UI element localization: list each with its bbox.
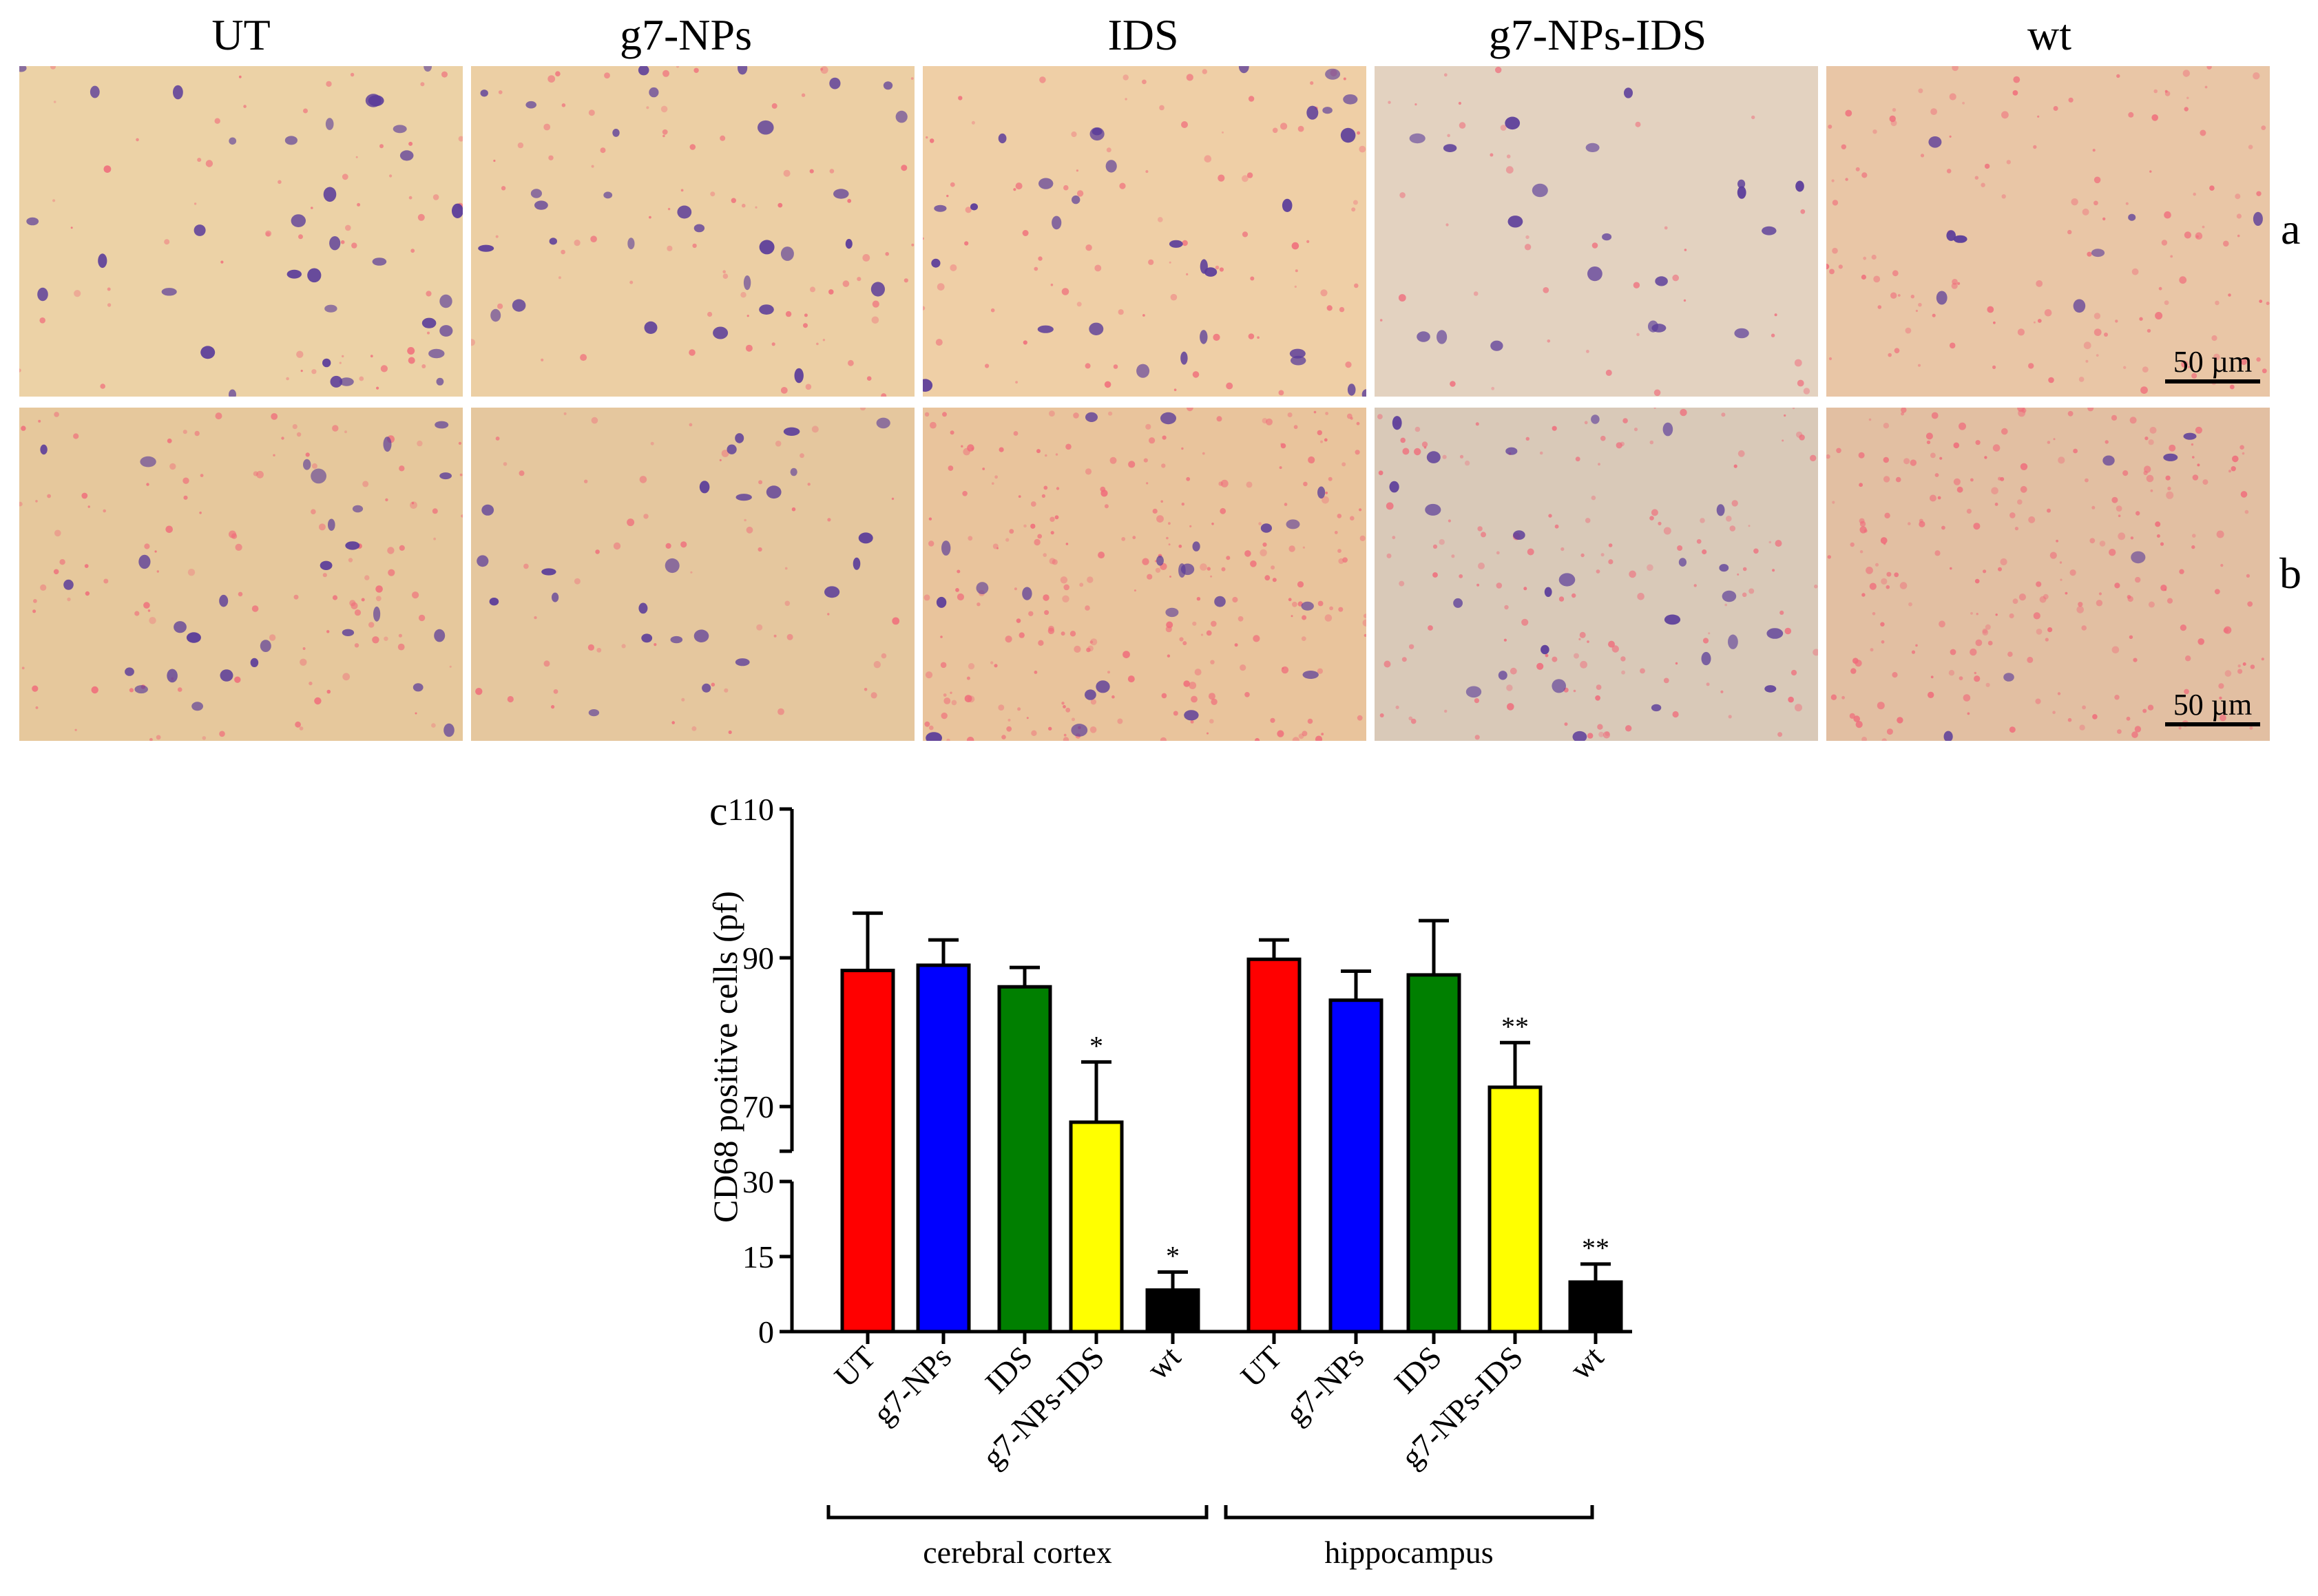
- significance-label-8: **: [1501, 1011, 1529, 1042]
- scale-bar-line: [2165, 722, 2260, 726]
- scale-bar-label: 50 µm: [2173, 345, 2253, 379]
- bar-4: [1145, 1288, 1200, 1334]
- bar-2: [997, 985, 1052, 1334]
- scale-bar-label: 50 µm: [2173, 688, 2253, 722]
- scale-bar-a: 50 µm: [2165, 344, 2260, 384]
- micrograph-a-ids: [923, 66, 1366, 397]
- micrograph-b-g7-nps: [471, 408, 915, 741]
- bar-1: [916, 963, 971, 1334]
- x-tick-label-4: wt: [1140, 1339, 1187, 1387]
- x-tick-label-6: g7-NPs: [1278, 1339, 1370, 1431]
- group-hippocampus-bracket: [1224, 1505, 1594, 1520]
- y-axis-label: CD68 positive cells (pf): [706, 891, 744, 1223]
- bar-5: [1246, 957, 1302, 1334]
- micrograph-b-g7-nps-ids: [1375, 408, 1818, 741]
- group-hippocampus-label: hippocampus: [1324, 1535, 1493, 1570]
- y-tick-label: 0: [758, 1314, 774, 1350]
- micrograph-b-wt: [1826, 408, 2270, 741]
- micrograph-a-g7-nps-ids: [1375, 66, 1818, 397]
- significance-label-9: **: [1582, 1232, 1609, 1263]
- column-header-ids: IDS: [1107, 10, 1179, 59]
- bar-8: [1487, 1085, 1543, 1334]
- x-tick-label-9: wt: [1563, 1339, 1610, 1387]
- micrograph-b-ids: [923, 408, 1366, 741]
- row-label-b: b: [2279, 549, 2301, 598]
- x-tick-label-2: IDS: [979, 1339, 1039, 1400]
- y-tick-label: 70: [742, 1089, 774, 1124]
- micrograph-a-ut: [19, 66, 463, 397]
- column-header-g7-nps-ids: g7-NPs-IDS: [1488, 10, 1707, 59]
- group-cerebral-cortex-bracket: [826, 1505, 1209, 1520]
- x-tick-label-7: IDS: [1388, 1339, 1448, 1400]
- group-cerebral-cortex-label: cerebral cortex: [923, 1535, 1112, 1570]
- bar-0: [840, 968, 895, 1334]
- bar-3: [1069, 1120, 1124, 1334]
- y-tick-label: 110: [728, 792, 774, 827]
- micrograph-a-g7-nps: [471, 66, 915, 397]
- bar-7: [1406, 973, 1461, 1334]
- y-tick-label: 90: [742, 941, 774, 976]
- significance-label-4: *: [1166, 1241, 1180, 1272]
- x-tick-label-5: UT: [1234, 1339, 1288, 1394]
- scale-bar-line: [2165, 379, 2260, 384]
- x-tick-label-0: UT: [828, 1339, 882, 1394]
- bar-9: [1568, 1280, 1623, 1334]
- column-header-ut: UT: [211, 10, 271, 59]
- micrograph-b-ut: [19, 408, 463, 741]
- row-label-a: a: [2281, 204, 2301, 253]
- micrograph-a-wt: [1826, 66, 2270, 397]
- significance-label-3: *: [1089, 1030, 1103, 1061]
- column-header-wt: wt: [2027, 10, 2071, 59]
- column-header-g7-nps: g7-NPs: [619, 10, 753, 59]
- bar-6: [1328, 998, 1384, 1334]
- y-tick-label: 15: [742, 1239, 774, 1274]
- panel-label-c: c: [709, 788, 728, 834]
- y-tick-label: 30: [742, 1164, 774, 1199]
- x-tick-label-1: g7-NPs: [866, 1339, 958, 1431]
- scale-bar-b: 50 µm: [2165, 687, 2260, 726]
